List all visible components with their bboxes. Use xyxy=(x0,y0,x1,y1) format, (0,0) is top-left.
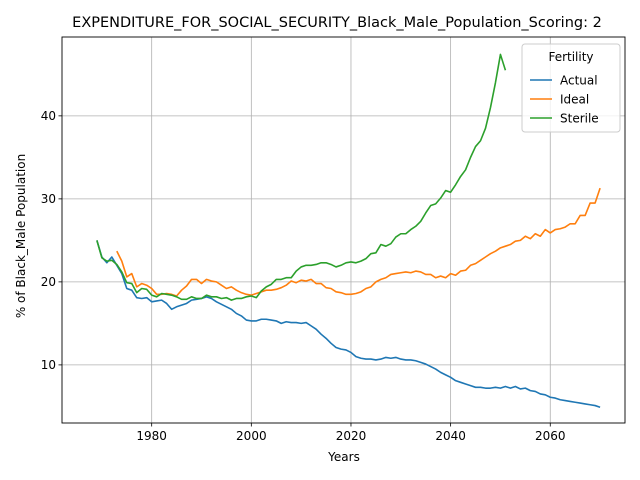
plot-area-frame xyxy=(61,36,626,424)
x-tick-label: 2060 xyxy=(535,429,566,443)
x-axis-ticks: 1980 2000 2020 2040 2060 xyxy=(136,423,566,443)
x-tick-label: 2020 xyxy=(336,429,367,443)
x-tick-label: 2000 xyxy=(236,429,267,443)
y-tick-label: 40 xyxy=(41,109,56,123)
y-tick-label: 10 xyxy=(41,358,56,372)
legend-label-actual: Actual xyxy=(560,74,598,88)
series-line-actual xyxy=(96,240,601,408)
legend: Fertility Actual Ideal Sterile xyxy=(521,43,621,133)
chart-title: EXPENDITURE_FOR_SOCIAL_SECURITY_Black_Ma… xyxy=(72,15,602,31)
legend-title: Fertility xyxy=(548,50,593,64)
legend-box xyxy=(521,43,621,133)
y-tick-label: 20 xyxy=(41,275,56,289)
legend-label-ideal: Ideal xyxy=(560,93,589,107)
legend-label-sterile: Sterile xyxy=(560,112,599,126)
y-axis-label: % of Black_Male Population xyxy=(14,154,28,318)
y-axis-ticks: 10 20 30 40 xyxy=(41,109,62,372)
series-line-ideal xyxy=(116,187,601,297)
series-line-sterile xyxy=(96,53,507,301)
x-axis-label: Years xyxy=(327,450,360,464)
series-lines xyxy=(96,53,601,408)
y-tick-label: 30 xyxy=(41,192,56,206)
x-tick-label: 1980 xyxy=(136,429,167,443)
x-tick-label: 2040 xyxy=(435,429,466,443)
